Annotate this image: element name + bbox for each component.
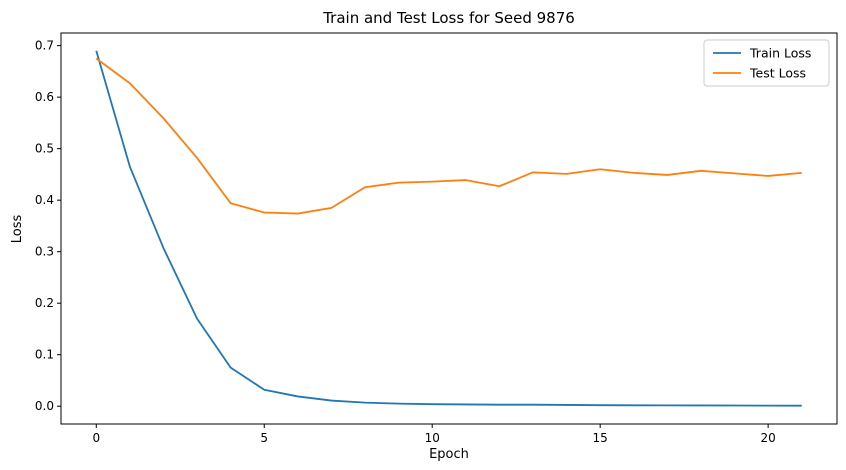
- x-tick-label: 15: [593, 431, 608, 445]
- y-tick-label: 0.6: [35, 90, 54, 104]
- y-tick-label: 0.4: [35, 193, 54, 207]
- x-axis-label: Epoch: [429, 447, 469, 462]
- x-tick-label: 0: [92, 431, 100, 445]
- y-tick-label: 0.7: [35, 39, 54, 53]
- x-tick-label: 20: [760, 431, 775, 445]
- x-tick-label: 10: [425, 431, 440, 445]
- legend: Train Loss Test Loss: [703, 39, 830, 87]
- legend-label-test-loss: Test Loss: [749, 66, 806, 81]
- y-tick-label: 0.5: [35, 142, 54, 156]
- y-tick-label: 0.2: [35, 296, 54, 310]
- legend-label-train-loss: Train Loss: [749, 46, 811, 61]
- plot-frame: [60, 32, 838, 425]
- train-loss-line: [95, 50, 802, 407]
- legend-box: [703, 39, 830, 87]
- plot-area: [60, 32, 838, 425]
- y-axis: 0.0 0.1 0.2 0.3 0.4 0.5 0.6 0.7: [35, 39, 61, 413]
- y-tick-label: 0.3: [35, 245, 54, 259]
- x-tick-label: 5: [260, 431, 268, 445]
- chart-title: Train and Test Loss for Seed 9876: [322, 9, 575, 27]
- series-layer: [95, 50, 802, 407]
- y-axis-label: Loss: [10, 215, 25, 244]
- test-loss-line: [95, 57, 802, 215]
- x-axis: 0 5 10 15 20: [92, 424, 776, 445]
- y-tick-label: 0.1: [35, 348, 54, 362]
- y-tick-label: 0.0: [35, 399, 54, 413]
